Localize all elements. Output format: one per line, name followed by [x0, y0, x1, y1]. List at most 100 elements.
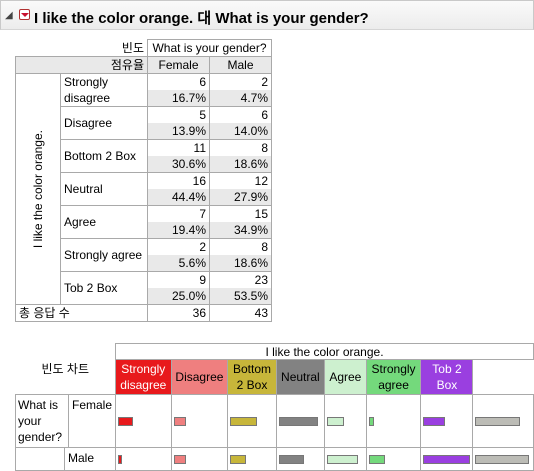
count-cell: 16: [147, 172, 210, 189]
disclosure-triangle-icon[interactable]: ◢: [5, 10, 13, 21]
row-label: Agree: [60, 205, 148, 239]
count-cell: 6: [147, 73, 210, 90]
share-cell: 27.9%: [209, 189, 272, 206]
freq-chart-title: 빈도 차트: [15, 343, 117, 395]
level-header: Neutral: [275, 359, 326, 395]
row-label: Strongly disagree: [60, 73, 148, 107]
frequency-bar: [368, 454, 385, 464]
total-bar: [475, 454, 530, 464]
count-cell: 5: [147, 106, 210, 123]
share-cell: 13.9%: [147, 123, 210, 140]
count-cell: 8: [209, 238, 272, 255]
column-header-female: Female: [147, 56, 210, 74]
level-header: Strongly disagree: [115, 359, 172, 395]
column-header-male: Male: [209, 56, 272, 74]
share-cell: 5.6%: [147, 255, 210, 272]
frequency-bar: [423, 454, 471, 464]
bar-cell: [275, 394, 326, 448]
share-cell: 18.6%: [209, 255, 272, 272]
frequency-bar: [327, 454, 359, 464]
share-cell: 18.6%: [209, 156, 272, 173]
frequency-bar: [118, 416, 134, 426]
report-title: I like the color orange. 대 What is your …: [34, 10, 369, 27]
share-cell: 16.7%: [147, 90, 210, 107]
frequency-bar: [368, 416, 374, 426]
table-row: 16.7% 4.7%: [16, 90, 272, 107]
row-group-label: What is your gender?: [16, 395, 69, 447]
frequency-bar: [173, 416, 186, 426]
frequency-chart-table: 빈도 차트 I like the color orange. Strongly …: [14, 343, 534, 471]
frequency-bar: [278, 416, 318, 426]
share-cell: 30.6%: [147, 156, 210, 173]
table-row: 25.0% 53.5%: [16, 288, 272, 305]
share-cell: 4.7%: [209, 90, 272, 107]
count-cell: 12: [209, 172, 272, 189]
table-row: Agree 7 15: [16, 205, 272, 239]
total-label: 총 응답 수: [15, 304, 148, 322]
bar-cell: [324, 394, 367, 448]
row-label: Strongly agree: [60, 238, 148, 272]
level-header: Bottom 2 Box: [227, 359, 277, 395]
red-triangle-menu-icon[interactable]: [19, 9, 30, 20]
total-female: 36: [147, 304, 210, 322]
row-label: Tob 2 Box: [60, 271, 148, 305]
share-cell: 14.0%: [209, 123, 272, 140]
bar-cell: [170, 394, 229, 448]
count-cell: 11: [147, 139, 210, 156]
level-header: Tob 2 Box: [420, 359, 474, 395]
count-cell: 6: [209, 106, 272, 123]
frequency-bar: [278, 454, 304, 464]
table-row: 5.6% 18.6%: [16, 255, 272, 272]
report-header: ◢ I like the color orange. 대 What is you…: [0, 0, 534, 30]
row-label: Neutral: [60, 172, 148, 206]
table-row: Bottom 2 Box 11 8: [16, 139, 272, 173]
contingency-table: 빈도 What is your gender? 점유율 Female Male …: [15, 39, 272, 322]
table-row: Neutral 16 12: [16, 172, 272, 206]
count-cell: 7: [147, 205, 210, 222]
frequency-bar: [118, 454, 123, 464]
row-label: Bottom 2 Box: [60, 139, 148, 173]
frequency-bar: [230, 454, 247, 464]
freq-chart-group-header: I like the color orange.: [115, 343, 534, 360]
share-cell: 19.4%: [147, 222, 210, 239]
total-bar-header: [472, 359, 534, 395]
column-group-header: What is your gender?: [147, 39, 272, 57]
bar-cell: [472, 394, 534, 448]
table-row: I like the color orange. Strongly disagre…: [15, 73, 272, 305]
freq-chart-row: What is your gender? Female: [14, 394, 534, 448]
frequency-bar: [327, 416, 345, 426]
count-cell: 23: [209, 271, 272, 288]
frequency-bar: [173, 454, 186, 464]
count-cell: 9: [147, 271, 210, 288]
total-bar: [475, 416, 521, 426]
table-row: Strongly agree 2 8: [16, 238, 272, 272]
level-header: Disagree: [170, 359, 229, 395]
bar-cell: [420, 394, 474, 448]
row-group-label: I like the color orange.: [31, 129, 45, 249]
bar-cell: [227, 394, 277, 448]
level-header: Agree: [324, 359, 367, 395]
frequency-bar: [230, 416, 258, 426]
share-cell: 34.9%: [209, 222, 272, 239]
table-row: 30.6% 18.6%: [16, 156, 272, 173]
row-level-label: Female: [72, 398, 113, 412]
bar-cell: [115, 394, 172, 448]
share-cell: 53.5%: [209, 288, 272, 305]
count-cell: 2: [147, 238, 210, 255]
level-header: Strongly agree: [365, 359, 422, 395]
count-cell: 15: [209, 205, 272, 222]
frequency-bar: [423, 416, 446, 426]
count-cell: 8: [209, 139, 272, 156]
row-label: Disagree: [60, 106, 148, 140]
corner-share-label: 점유율: [15, 56, 148, 74]
row-group-header: I like the color orange.: [15, 73, 61, 305]
row-label-cell: What is your gender? Female: [14, 394, 117, 448]
total-male: 43: [209, 304, 272, 322]
bar-cell: [365, 394, 422, 448]
row-group-spacer: [16, 448, 65, 470]
count-cell: 2: [209, 73, 272, 90]
corner-count-label: 빈도: [15, 39, 148, 57]
share-cell: 44.4%: [147, 189, 210, 206]
share-cell: 25.0%: [147, 288, 210, 305]
row-level-label: Male: [68, 451, 95, 465]
